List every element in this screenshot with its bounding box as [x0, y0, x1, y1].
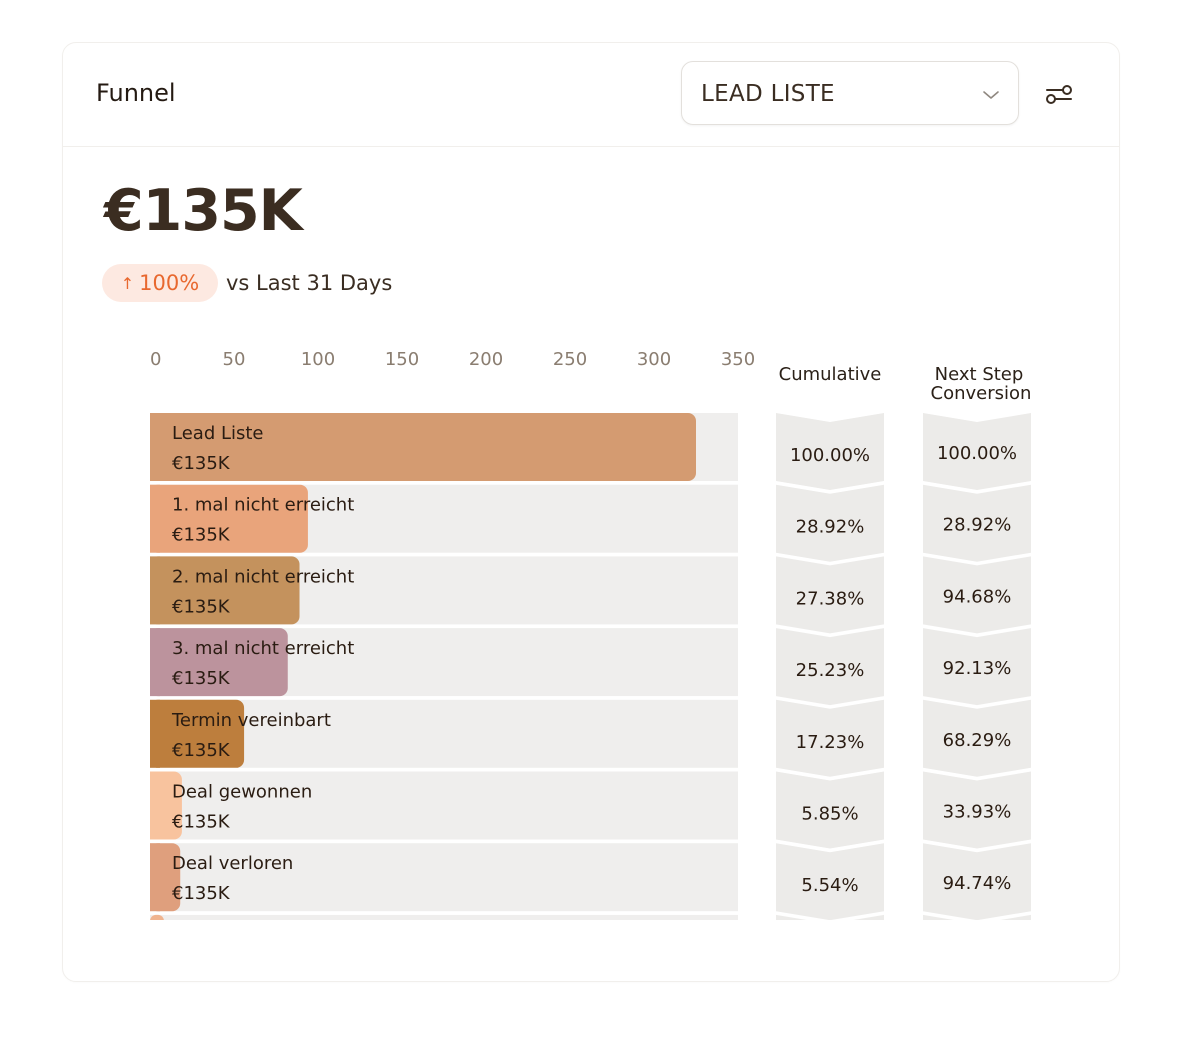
funnel-bar-edge	[150, 413, 160, 481]
filter-button[interactable]	[1043, 79, 1075, 109]
cumulative-chevron	[776, 628, 884, 706]
arrow-up-icon: ↑	[120, 273, 135, 293]
stage-name: 3. mal nicht erreicht	[172, 638, 354, 659]
x-tick-label: 100	[301, 349, 335, 370]
stage-name: 2. mal nicht erreicht	[172, 566, 354, 587]
x-tick-label: 0	[150, 349, 161, 370]
next-step-chevron	[923, 484, 1031, 562]
stage-name: Deal verloren	[172, 853, 293, 874]
cumulative-chevron	[776, 699, 884, 777]
cumulative-chevron	[776, 556, 884, 634]
stage-name: Deal gewonnen	[172, 782, 312, 803]
change-badge: ↑ 100%	[102, 264, 218, 302]
next-step-value: 92.13%	[943, 658, 1012, 679]
x-tick-label: 350	[721, 349, 755, 370]
cumulative-chevron	[776, 413, 884, 490]
total-value: €135K	[104, 178, 303, 244]
card-title: Funnel	[96, 79, 176, 107]
stage-amount: €135K	[172, 812, 231, 833]
x-tick-label: 250	[553, 349, 587, 370]
funnel-bar	[150, 413, 696, 481]
bar-track	[150, 771, 738, 840]
stage-amount: €135K	[172, 525, 231, 546]
pipeline-select-value: LEAD LISTE	[701, 81, 835, 107]
funnel-bar-edge	[150, 699, 160, 768]
funnel-bar-edge	[150, 484, 160, 553]
funnel-bar-edge	[150, 556, 160, 625]
next-step-value: 28.92%	[943, 515, 1012, 536]
next-step-header-line1: Next Step	[935, 364, 1024, 385]
cumulative-value: 25.23%	[796, 660, 865, 681]
cumulative-value: 5.85%	[801, 804, 858, 825]
next-step-chevron	[923, 413, 1031, 490]
next-step-chevron	[923, 556, 1031, 634]
next-step-chevron	[923, 699, 1031, 777]
next-step-value: 68.29%	[943, 730, 1012, 751]
funnel-bar	[150, 556, 300, 625]
change-percent: 100%	[139, 271, 200, 295]
next-step-chevron	[923, 771, 1031, 849]
stage-name: Lead Liste	[172, 423, 264, 444]
cumulative-chevron	[776, 771, 884, 849]
chevron-down-icon	[982, 86, 1000, 105]
cumulative-chevron	[776, 843, 884, 920]
funnel-rows: Lead Liste €135K 100.00% 100.00% 1. mal nich…	[150, 413, 1031, 920]
next-step-value: 94.68%	[943, 586, 1012, 607]
bar-track	[150, 843, 738, 912]
bar-track	[150, 699, 738, 768]
funnel-bar	[150, 699, 245, 768]
next-step-value: 33.93%	[943, 802, 1012, 823]
cumulative-value: 100.00%	[790, 445, 870, 466]
next-step-chevron	[923, 628, 1031, 706]
funnel-bar-edge	[150, 843, 160, 912]
pipeline-select[interactable]: LEAD LISTE	[681, 61, 1019, 125]
stage-amount: €135K	[172, 740, 231, 761]
stage-amount: €135K	[172, 883, 231, 904]
card-header: Funnel LEAD LISTE	[63, 43, 1119, 147]
x-tick-label: 150	[385, 349, 419, 370]
bar-track-partial	[150, 914, 738, 920]
funnel-bar-edge	[150, 771, 160, 840]
x-tick-label: 50	[223, 349, 246, 370]
next-step-chevron	[923, 843, 1031, 920]
stage-amount: €135K	[172, 596, 231, 617]
cumulative-value: 5.54%	[801, 875, 858, 896]
cumulative-header: Cumulative	[779, 364, 882, 385]
x-tick-label: 300	[637, 349, 671, 370]
comparison-text: vs Last 31 Days	[226, 271, 393, 295]
cumulative-chevron-partial	[776, 914, 884, 920]
stage-name: Termin vereinbart	[171, 710, 331, 731]
stage-amount: €135K	[172, 453, 231, 474]
x-tick-label: 200	[469, 349, 503, 370]
funnel-bar-partial	[150, 914, 164, 920]
stage-amount: €135K	[172, 668, 231, 689]
next-step-value: 94.74%	[943, 873, 1012, 894]
cumulative-chevron	[776, 484, 884, 562]
filter-sliders-icon	[1043, 85, 1075, 113]
next-step-value: 100.00%	[937, 443, 1017, 464]
stage-name: 1. mal nicht erreicht	[172, 495, 354, 516]
cumulative-value: 27.38%	[796, 588, 865, 609]
next-step-header-line2: Conversion	[931, 383, 1032, 404]
funnel-bar	[150, 484, 308, 553]
next-step-chevron-partial	[923, 914, 1031, 920]
funnel-bar	[150, 628, 288, 697]
funnel-bar-edge	[150, 628, 160, 697]
cumulative-value: 28.92%	[796, 517, 865, 538]
cumulative-value: 17.23%	[796, 732, 865, 753]
